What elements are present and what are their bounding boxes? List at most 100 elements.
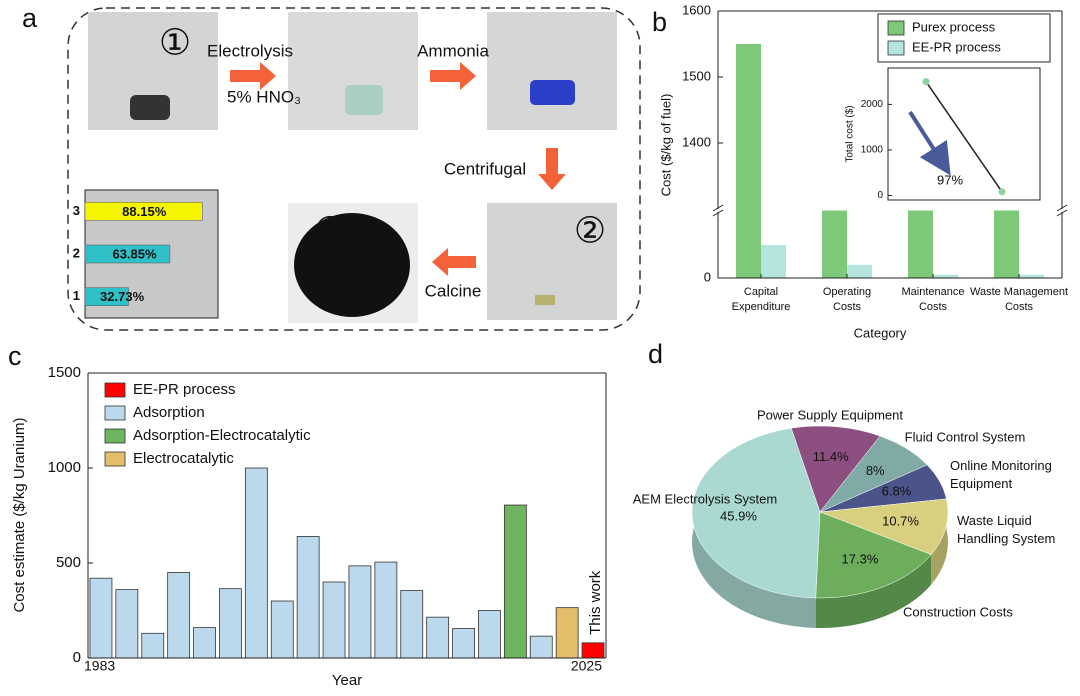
arrow: [432, 248, 476, 276]
legend-label: EE-PR process: [912, 39, 1001, 54]
bar: [322, 581, 346, 659]
legend-swatch: [104, 382, 126, 398]
legend-swatch: [104, 428, 126, 444]
bar: [244, 467, 268, 659]
bar: [452, 628, 475, 659]
bar: [581, 642, 605, 659]
slice-label: AEM Electrolysis System: [633, 491, 777, 506]
y-tick-label: 0: [73, 649, 81, 666]
legend-box: [877, 13, 1051, 63]
bar: [761, 245, 786, 278]
axis-break: [712, 204, 724, 212]
bar: [822, 210, 847, 278]
step-number: ①: [159, 22, 191, 63]
photo-detail: [130, 95, 170, 120]
x-tick-label: Capital Expenditure: [732, 286, 791, 313]
legend-label: EE-PR process: [133, 381, 236, 398]
legend-label: Purex process: [912, 19, 996, 34]
arrow: [230, 62, 276, 90]
step-label: Calcine: [425, 281, 482, 300]
legend-label: Electrocatalytic: [133, 450, 234, 467]
pie-slice: [819, 498, 949, 555]
inset-frame: [887, 67, 1041, 201]
photo-detail: [294, 213, 410, 317]
y-tick-label: 0: [704, 269, 711, 284]
bar: [348, 565, 372, 659]
y-tick-label: 1000: [861, 145, 884, 156]
process-frame: [67, 7, 641, 331]
bar: [193, 627, 216, 659]
bar: [141, 632, 165, 659]
legend-swatch: [887, 20, 905, 36]
bar: [503, 504, 527, 659]
value-label: 63.85%: [112, 246, 157, 261]
value-label: 32.73%: [100, 289, 145, 304]
y-tick-label: 500: [56, 554, 81, 571]
bar: [84, 287, 129, 306]
x-tick-label: 2025: [571, 658, 602, 674]
value-label: 45.9%: [720, 509, 757, 524]
y-tick-label: 1: [73, 288, 80, 303]
pie-slice: [691, 427, 821, 599]
value-label: 6.8%: [882, 484, 912, 499]
y-tick-label: 2000: [861, 99, 884, 110]
bar: [908, 210, 933, 278]
bar: [296, 536, 320, 659]
bar: [219, 588, 242, 659]
photo-detail: [535, 295, 555, 305]
y-axis-title: Cost estimate ($/kg Uranium): [11, 417, 28, 612]
bar: [847, 264, 872, 278]
photo: [487, 12, 617, 130]
value-label: 17.3%: [842, 551, 879, 566]
slice-label: Waste Liquid Handling System: [957, 513, 1055, 546]
value-label: 8%: [866, 463, 885, 478]
bar: [478, 610, 501, 659]
panel-label: a: [22, 3, 38, 33]
pie-slice: [790, 425, 881, 513]
slice-label: Online Monitoring Equipment: [950, 458, 1052, 491]
value-label: 88.15%: [122, 204, 167, 219]
bar: [400, 590, 424, 659]
step-number: ③: [314, 210, 346, 251]
x-tick-label: Waste Management Costs: [970, 286, 1068, 313]
y-tick-label: 1000: [48, 459, 81, 476]
x-tick-label: 1983: [84, 658, 115, 674]
pie-side: [815, 554, 932, 628]
panel-label: b: [652, 7, 667, 37]
x-tick-label: Maintenance Costs: [902, 286, 965, 313]
bar: [84, 244, 171, 264]
axis-break: [712, 209, 724, 217]
y-axis-title: Cost ($/kg of fuel): [658, 94, 673, 197]
bar: [89, 577, 113, 659]
bar: [84, 202, 203, 221]
bar: [736, 44, 761, 278]
point: [922, 78, 930, 86]
axis-break: [1056, 209, 1068, 217]
arrow: [538, 148, 566, 190]
y-axis-title: Total cost ($): [845, 105, 856, 162]
step-label: Electrolysis: [207, 41, 293, 60]
line: [925, 81, 1003, 193]
panel-label: d: [648, 339, 663, 369]
trend-arrow: [908, 110, 951, 176]
bar: [529, 635, 553, 659]
x-axis-title: Category: [854, 325, 907, 340]
step-label: Ammonia: [417, 41, 489, 60]
slice-label: Construction Costs: [903, 604, 1013, 619]
bar: [426, 616, 450, 659]
point: [998, 188, 1006, 196]
bar: [270, 600, 294, 659]
y-tick-label: 2: [73, 245, 80, 260]
y-tick-label: 1500: [48, 364, 81, 381]
y-tick-label: 3: [73, 203, 80, 218]
bar: [933, 274, 958, 278]
bar: [555, 607, 579, 659]
y-tick-label: 0: [877, 190, 883, 201]
photo-detail: [345, 85, 383, 115]
legend-swatch: [104, 405, 126, 421]
value-label: 10.7%: [882, 513, 919, 528]
pie-slice: [815, 511, 932, 599]
axis-break: [1056, 204, 1068, 212]
y-tick-label: 1500: [682, 68, 711, 83]
